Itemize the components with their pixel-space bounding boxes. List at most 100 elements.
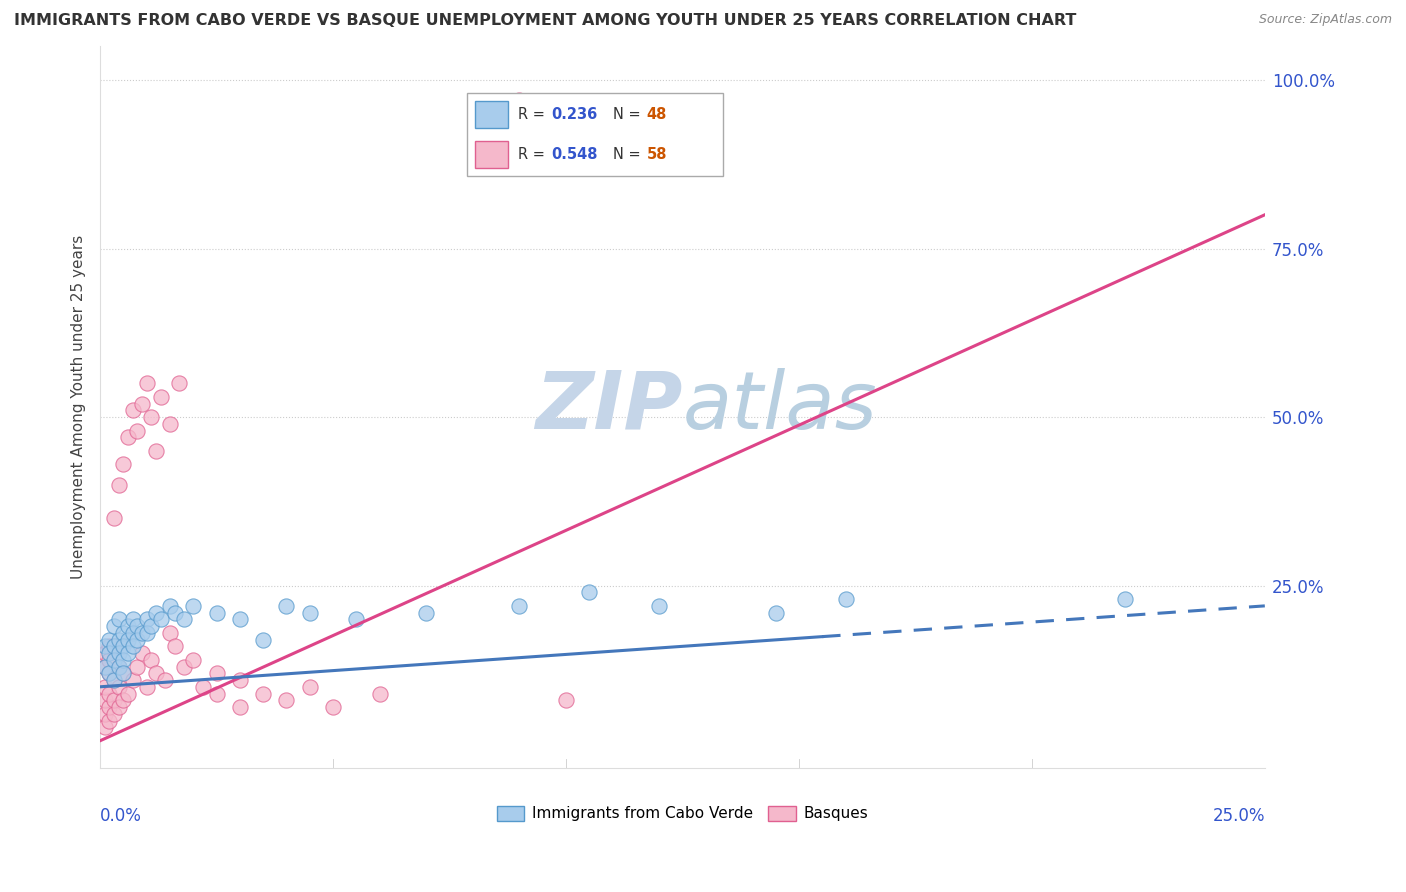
Point xyxy=(229,612,252,626)
Point xyxy=(107,659,129,673)
Point xyxy=(149,612,172,626)
Point xyxy=(298,606,321,620)
Point xyxy=(131,396,153,410)
Point xyxy=(98,640,121,654)
Point xyxy=(368,687,391,701)
Legend: Immigrants from Cabo Verde, Basques: Immigrants from Cabo Verde, Basques xyxy=(496,805,868,822)
Point xyxy=(155,673,177,687)
Point xyxy=(205,687,228,701)
Point xyxy=(135,376,157,391)
Point xyxy=(169,376,191,391)
Point xyxy=(205,606,228,620)
Point xyxy=(98,646,121,660)
Point xyxy=(163,640,186,654)
Point xyxy=(159,417,181,431)
Point xyxy=(121,612,143,626)
Point xyxy=(107,680,129,694)
Point xyxy=(112,653,135,667)
Point xyxy=(94,640,117,654)
Point xyxy=(94,659,117,673)
Point xyxy=(112,693,135,707)
Point xyxy=(98,700,121,714)
Point xyxy=(508,93,530,107)
Text: 25.0%: 25.0% xyxy=(1212,807,1265,825)
Point xyxy=(149,390,172,404)
Point xyxy=(252,687,274,701)
Point xyxy=(94,646,117,660)
Point xyxy=(145,606,167,620)
Point xyxy=(181,653,204,667)
Point xyxy=(131,625,153,640)
Point xyxy=(112,666,135,681)
Point xyxy=(135,680,157,694)
Point xyxy=(145,666,167,681)
Point xyxy=(121,403,143,417)
Point xyxy=(117,619,139,633)
Point xyxy=(205,666,228,681)
Point xyxy=(229,700,252,714)
Point xyxy=(94,720,117,734)
Point xyxy=(131,646,153,660)
Text: 0.0%: 0.0% xyxy=(100,807,142,825)
Point xyxy=(135,612,157,626)
Point xyxy=(127,619,149,633)
Point xyxy=(107,659,129,673)
Point xyxy=(344,612,367,626)
Point xyxy=(103,693,125,707)
Point xyxy=(121,673,143,687)
Point xyxy=(135,625,157,640)
Point xyxy=(229,673,252,687)
Point xyxy=(765,606,787,620)
Point xyxy=(141,653,163,667)
Point xyxy=(112,666,135,681)
Point xyxy=(103,640,125,654)
Point xyxy=(181,599,204,613)
Point xyxy=(117,646,139,660)
Point xyxy=(127,659,149,673)
Point xyxy=(117,632,139,647)
Point xyxy=(107,612,129,626)
Point xyxy=(98,687,121,701)
Point xyxy=(94,680,117,694)
Point xyxy=(98,666,121,681)
Point xyxy=(98,632,121,647)
Point xyxy=(191,680,214,694)
Point xyxy=(276,599,298,613)
Y-axis label: Unemployment Among Youth under 25 years: Unemployment Among Youth under 25 years xyxy=(72,235,86,579)
Point xyxy=(322,700,344,714)
Point xyxy=(1114,592,1136,607)
Point xyxy=(276,693,298,707)
Point xyxy=(298,680,321,694)
Point xyxy=(107,700,129,714)
Point xyxy=(415,606,437,620)
Point xyxy=(508,599,530,613)
Point xyxy=(117,687,139,701)
Text: Source: ZipAtlas.com: Source: ZipAtlas.com xyxy=(1258,13,1392,27)
Point xyxy=(159,599,181,613)
Point xyxy=(107,632,129,647)
Point xyxy=(103,673,125,687)
Point xyxy=(163,606,186,620)
Point xyxy=(145,443,167,458)
Point xyxy=(103,640,125,654)
Point xyxy=(103,673,125,687)
Point xyxy=(107,477,129,491)
Text: IMMIGRANTS FROM CABO VERDE VS BASQUE UNEMPLOYMENT AMONG YOUTH UNDER 25 YEARS COR: IMMIGRANTS FROM CABO VERDE VS BASQUE UNE… xyxy=(14,13,1077,29)
Point xyxy=(94,693,117,707)
Point xyxy=(834,592,856,607)
Point xyxy=(103,653,125,667)
Point xyxy=(159,625,181,640)
Point xyxy=(98,666,121,681)
Point xyxy=(103,619,125,633)
Point xyxy=(103,511,125,525)
Point xyxy=(252,632,274,647)
Point xyxy=(112,625,135,640)
Point xyxy=(98,714,121,728)
Point xyxy=(112,640,135,654)
Text: atlas: atlas xyxy=(682,368,877,446)
Point xyxy=(117,430,139,444)
Point xyxy=(112,457,135,471)
Point xyxy=(648,599,671,613)
Point xyxy=(141,619,163,633)
Point xyxy=(107,646,129,660)
